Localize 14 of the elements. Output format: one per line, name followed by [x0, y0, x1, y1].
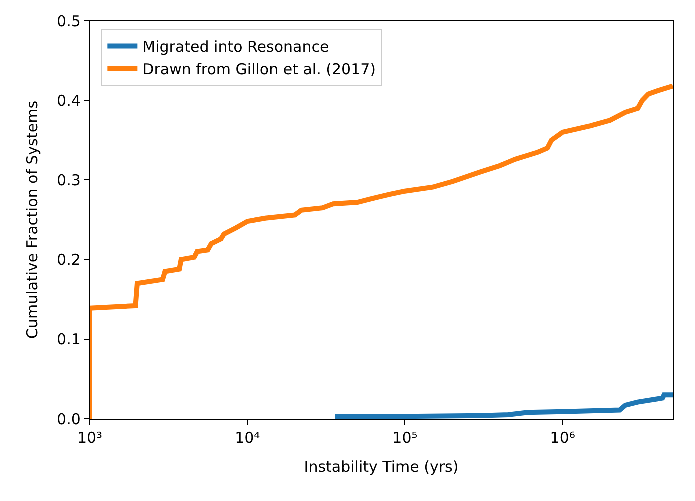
- y-tick-label: 0.0: [57, 410, 81, 428]
- y-tick-label: 0.4: [57, 92, 81, 110]
- x-tick-label: 10³: [77, 429, 103, 448]
- x-tick-label: 10⁴: [235, 429, 260, 448]
- legend-label: Migrated into Resonance: [142, 38, 330, 56]
- x-tick-label: 10⁶: [550, 429, 576, 448]
- y-tick-label: 0.5: [57, 12, 81, 30]
- x-axis-title: Instability Time (yrs): [304, 458, 459, 476]
- y-tick-label: 0.2: [57, 251, 81, 270]
- x-tick-label: 10⁵: [392, 429, 418, 448]
- legend-label: Drawn from Gillon et al. (2017): [142, 60, 376, 79]
- y-axis-title: Cumulative Fraction of Systems: [23, 100, 42, 340]
- y-tick-label: 0.3: [57, 171, 81, 190]
- y-tick-label: 0.1: [57, 330, 81, 349]
